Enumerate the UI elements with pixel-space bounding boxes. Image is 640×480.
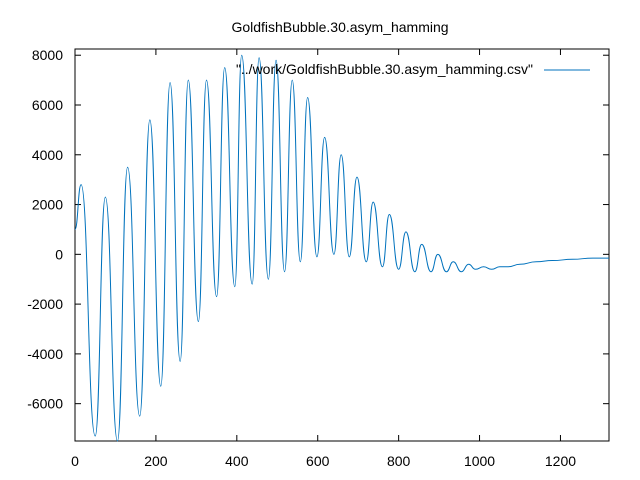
x-tick-label: 600 bbox=[306, 453, 330, 469]
y-tick-label: 4000 bbox=[32, 147, 63, 163]
axes: 0 200 400 600 800 1000 1200 -6000 -4000 -2000 0 200… bbox=[27, 47, 610, 469]
plot-area bbox=[74, 54, 609, 442]
y-tick-label: -2000 bbox=[27, 296, 63, 312]
x-tick-label: 800 bbox=[387, 453, 411, 469]
legend-label: "../work/GoldfishBubble.30.asym_hamming.… bbox=[236, 61, 533, 77]
plot-border bbox=[74, 48, 610, 442]
y-tick-label: -6000 bbox=[27, 396, 63, 412]
chart-title: GoldfishBubble.30.asym_hamming bbox=[231, 19, 448, 35]
legend: "../work/GoldfishBubble.30.asym_hamming.… bbox=[236, 61, 590, 77]
x-tick-label: 1200 bbox=[545, 453, 576, 469]
y-tick-label: 6000 bbox=[32, 97, 63, 113]
y-tick-label: 8000 bbox=[32, 47, 63, 63]
x-tick-label: 400 bbox=[225, 453, 249, 469]
y-tick-label: 0 bbox=[55, 246, 63, 262]
x-tick-label: 200 bbox=[144, 453, 168, 469]
x-tick-label: 1000 bbox=[464, 453, 495, 469]
y-tick-label: 2000 bbox=[32, 197, 63, 213]
x-tick-label: 0 bbox=[71, 453, 79, 469]
series-line bbox=[74, 54, 609, 442]
y-tick-label: -4000 bbox=[27, 346, 63, 362]
